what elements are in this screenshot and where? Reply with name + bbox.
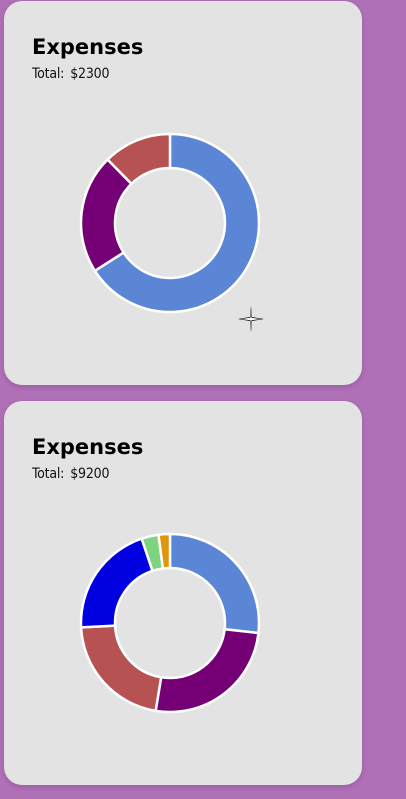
card-title: Expenses: [32, 35, 144, 59]
donut-slice[interactable]: [168, 532, 261, 635]
card-total: Total: $2300: [32, 66, 115, 82]
total-label: Total:: [32, 66, 65, 82]
expenses-card: Expenses Total: $9200: [4, 401, 362, 785]
crosshair-cursor-icon: [238, 306, 264, 332]
donut-slice[interactable]: [79, 624, 163, 713]
total-label: Total:: [32, 466, 65, 482]
total-value: $2300: [70, 66, 110, 82]
donut-slice[interactable]: [157, 532, 172, 570]
expenses-donut-chart[interactable]: [66, 519, 274, 727]
donut-slice[interactable]: [79, 537, 154, 629]
total-value: $9200: [70, 466, 110, 482]
card-title: Expenses: [32, 435, 144, 459]
donut-slice[interactable]: [93, 132, 261, 314]
card-total: Total: $9200: [32, 466, 115, 482]
expenses-donut-chart[interactable]: [66, 119, 274, 327]
expenses-card: Expenses Total: $2300: [4, 1, 362, 385]
donut-slice[interactable]: [106, 132, 172, 186]
donut-slice[interactable]: [154, 627, 260, 714]
